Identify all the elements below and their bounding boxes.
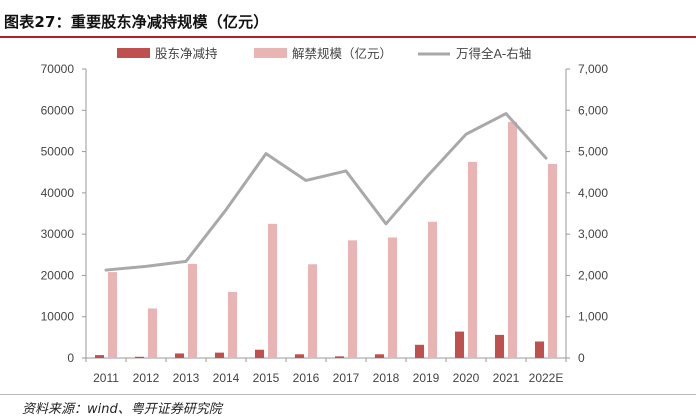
x-tick-label: 2018 [373,371,400,385]
x-tick-label: 2012 [133,371,160,385]
x-tick-label: 2022E [529,371,564,385]
y-left-tick-label: 30000 [41,227,75,241]
x-tick-label: 2020 [453,371,480,385]
bar-net-reduction [295,354,304,358]
bar-unlock-scale [108,272,117,358]
bar-net-reduction [335,356,344,358]
x-tick-label: 2019 [413,371,440,385]
bar-unlock-scale [508,121,517,359]
legend-swatch [117,48,150,58]
y-right-tick-label: 2,000 [578,268,608,282]
bar-unlock-scale [348,240,357,358]
source-note: 资料来源：wind、粤开证券研究院 [22,402,222,417]
y-left-tick-label: 70000 [41,62,75,76]
x-tick-label: 2011 [93,371,119,385]
x-tick-label: 2015 [253,371,280,385]
bar-unlock-scale [148,308,157,358]
chart-bars [95,121,557,359]
figure-title: 图表27：重要股东净减持规模（亿元） [4,13,269,31]
x-tick-label: 2021 [493,371,520,385]
y-right-tick-label: 5,000 [578,145,608,159]
bar-net-reduction [175,353,184,358]
y-right-tick-label: 3,000 [578,227,608,241]
chart-legend: 股东净减持 解禁规模（亿元） 万得全A-右轴 [117,46,531,61]
y-left-tick-label: 50000 [41,145,75,159]
bar-unlock-scale [468,161,477,358]
legend-label: 股东净减持 [155,46,218,61]
bar-unlock-scale [428,221,437,358]
legend-label: 万得全A-右轴 [456,46,531,61]
bar-unlock-scale [188,263,197,358]
chart-axes: 0 10000 20000 30000 40000 50000 60000 70000 0 1,0… [41,62,609,385]
y-left-tick-label: 60000 [41,103,75,117]
x-tick-label: 2013 [173,371,200,385]
y-right-tick-label: 7,000 [578,62,608,76]
y-right-tick-label: 6,000 [578,103,608,117]
y-left-tick-label: 0 [67,351,74,365]
y-right-tick-label: 0 [578,351,585,365]
chart-line [104,112,548,272]
x-tick-label: 2016 [293,371,320,385]
bar-net-reduction [495,334,504,358]
x-tick-label: 2014 [213,371,240,385]
bar-unlock-scale [228,291,237,358]
y-left-tick-label: 40000 [41,186,75,200]
bar-net-reduction [375,354,384,358]
legend-swatch [254,48,287,58]
legend-label: 解禁规模（亿元） [292,46,392,61]
bar-unlock-scale [268,223,277,358]
y-left-tick-label: 10000 [41,310,75,324]
bar-unlock-scale [548,163,557,358]
y-left-tick-label: 20000 [41,268,75,282]
line-wind-all-a [104,112,548,272]
bar-net-reduction [95,355,104,358]
bar-net-reduction [535,341,544,358]
y-right-tick-label: 4,000 [578,186,608,200]
bar-net-reduction [455,331,464,358]
bar-net-reduction [135,356,144,358]
footer-divider [0,394,696,395]
bar-net-reduction [215,352,224,358]
chart-area: 0 10000 20000 30000 40000 50000 60000 70000 0 1,0… [41,46,609,385]
bar-net-reduction [415,344,424,358]
y-right-tick-label: 1,000 [578,310,608,324]
title-divider [0,36,696,38]
bar-unlock-scale [388,237,397,358]
bar-net-reduction [255,349,264,358]
bar-unlock-scale [308,264,317,358]
x-tick-label: 2017 [333,371,360,385]
